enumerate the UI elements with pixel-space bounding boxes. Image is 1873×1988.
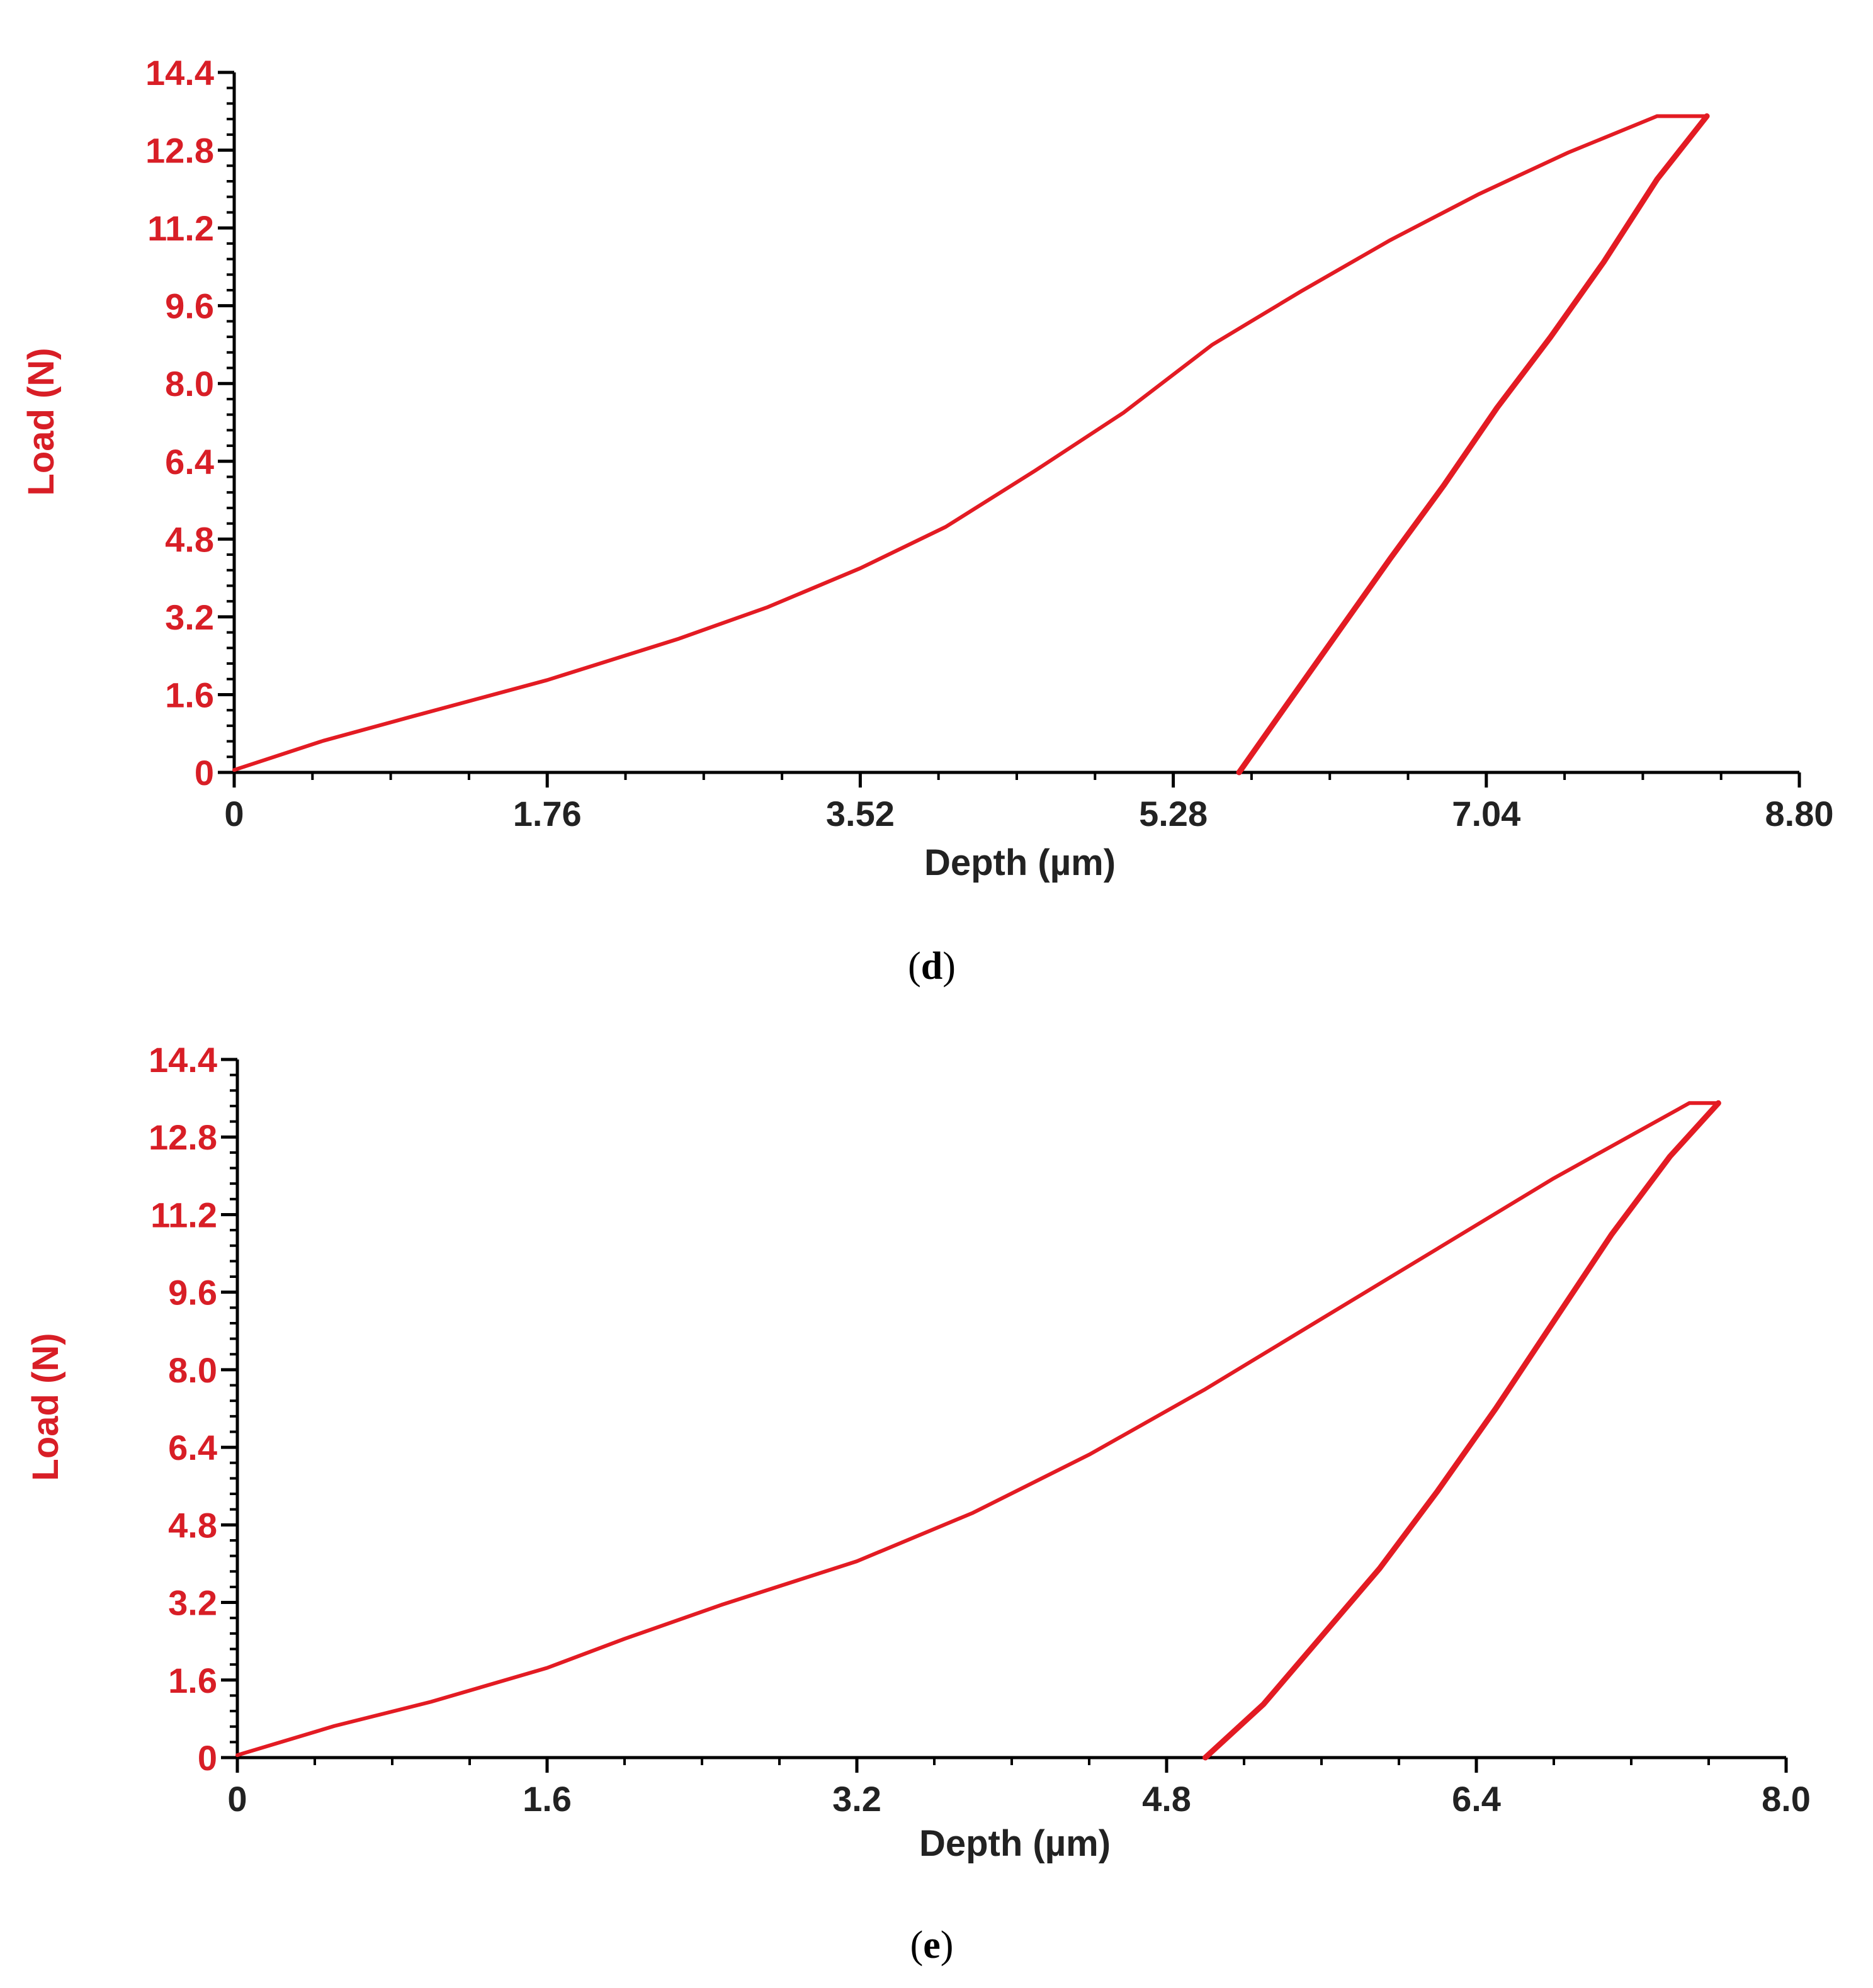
y-axis-title: Load (N) — [21, 347, 62, 495]
y-tick-label: 11.2 — [147, 208, 214, 248]
series-line-loading — [235, 1101, 1692, 1758]
x-tick-label: 1.76 — [513, 794, 582, 833]
chart-panel-e: 0 1.6 3.2 4.8 6.4 8.0 9.6 11.2 12.8 14.4 0 1.6 3.2 4.… — [25, 1040, 1811, 1967]
chart-panel-d: 0 1.6 3.2 4.8 6.4 8.0 9.6 11.2 12.8 14.4 0 1.76 3.52… — [21, 53, 1834, 988]
y-tick-label: 3.2 — [168, 1583, 217, 1623]
y-tick-label: 0 — [195, 753, 214, 793]
y-tick-label: 0 — [198, 1738, 217, 1778]
series-line-unloading — [1202, 1100, 1721, 1761]
x-tick-label: 4.8 — [1142, 1779, 1191, 1819]
y-tick-label: 11.2 — [150, 1195, 217, 1234]
y-tick-label: 6.4 — [165, 442, 214, 482]
y-tick-label: 6.4 — [168, 1428, 217, 1467]
x-tick-label: 8.0 — [1762, 1779, 1811, 1819]
x-tick-label: 5.28 — [1139, 794, 1208, 833]
y-tick-label: 1.6 — [165, 675, 214, 714]
y-tick-label: 12.8 — [145, 131, 214, 171]
y-tick-label: 4.8 — [168, 1505, 217, 1545]
y-tick-label: 9.6 — [168, 1273, 217, 1313]
x-tick-label: 0 — [224, 794, 244, 833]
series-line-loading — [232, 114, 1659, 772]
x-tick-label: 7.04 — [1452, 794, 1520, 833]
x-tick-label: 8.80 — [1765, 794, 1834, 833]
panel-label: (d) — [908, 945, 956, 988]
y-tick-label: 3.2 — [165, 597, 214, 637]
y-tick-label: 14.4 — [149, 1040, 217, 1080]
x-tick-label: 1.6 — [523, 1779, 572, 1819]
x-tick-label: 3.52 — [826, 794, 895, 833]
x-axis-title: Depth (µm) — [924, 842, 1116, 883]
x-tick-label: 3.2 — [832, 1779, 881, 1819]
y-tick-label: 1.6 — [168, 1661, 217, 1700]
y-tick-label: 12.8 — [149, 1117, 217, 1157]
y-tick-label: 14.4 — [145, 53, 214, 93]
y-tick-label: 8.0 — [165, 364, 214, 404]
panel-label: (e) — [910, 1924, 954, 1967]
y-axis-title: Load (N) — [25, 1333, 66, 1481]
series-line-unloading — [1236, 113, 1710, 776]
x-tick-label: 6.4 — [1452, 1779, 1501, 1819]
x-tick-label: 0 — [227, 1779, 247, 1819]
x-axis-title: Depth (µm) — [919, 1823, 1111, 1864]
y-tick-label: 4.8 — [165, 519, 214, 559]
y-tick-label: 8.0 — [168, 1350, 217, 1390]
y-tick-label: 9.6 — [165, 286, 214, 326]
